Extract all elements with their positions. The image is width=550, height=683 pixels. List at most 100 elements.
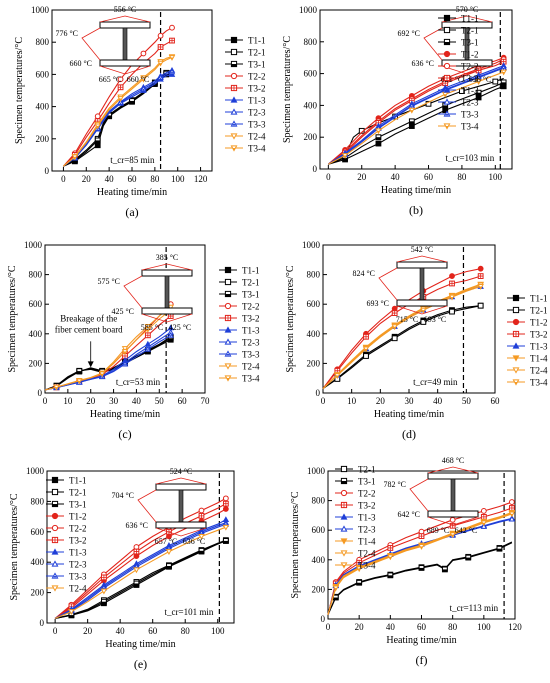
legend-marker bbox=[512, 342, 520, 349]
data-point bbox=[449, 516, 456, 523]
inset-label: 385 °C bbox=[156, 253, 179, 262]
inset-label: 657 °C bbox=[155, 537, 178, 546]
data-point bbox=[169, 24, 175, 31]
y-tick-label: 200 bbox=[312, 584, 326, 594]
x-tick-label: 50 bbox=[462, 396, 472, 406]
data-point-half bbox=[159, 63, 162, 66]
data-point-half bbox=[476, 92, 482, 96]
legend-label: T3-3 bbox=[461, 110, 479, 120]
data-point-half bbox=[123, 351, 127, 354]
inset-label: 542 °C bbox=[411, 245, 434, 254]
data-point-half bbox=[482, 522, 486, 526]
x-tick-label: 120 bbox=[194, 174, 208, 184]
x-tick-label: 40 bbox=[391, 172, 401, 182]
legend-label: T3-2 bbox=[69, 536, 87, 546]
legend-marker-half bbox=[232, 148, 236, 151]
data-point bbox=[167, 304, 174, 311]
legend-label: T3-1 bbox=[242, 290, 260, 300]
x-tick-label: 80 bbox=[150, 174, 160, 184]
legend-label: T3-2 bbox=[461, 74, 479, 84]
critical-time-label: t_cr=101 min bbox=[165, 607, 214, 617]
panel-label: (b) bbox=[409, 203, 423, 217]
legend-label: T1-3 bbox=[69, 548, 87, 558]
web bbox=[178, 489, 184, 523]
data-point-half bbox=[465, 557, 471, 560]
data-point-cross bbox=[387, 545, 393, 551]
legend-marker bbox=[51, 524, 59, 532]
data-point bbox=[420, 319, 427, 325]
series-t2-4 bbox=[322, 282, 484, 389]
legend-marker bbox=[230, 133, 238, 140]
legend-label: T1-3 bbox=[248, 96, 266, 106]
data-point bbox=[198, 507, 205, 514]
series-t3-4 bbox=[44, 307, 174, 391]
top-flange bbox=[99, 21, 151, 29]
y-tick-label: 800 bbox=[29, 270, 43, 280]
data-point bbox=[222, 506, 229, 512]
y-tick-label: 400 bbox=[312, 555, 326, 565]
temperature-profile bbox=[378, 255, 448, 315]
data-point-cross bbox=[118, 84, 123, 90]
data-point bbox=[167, 331, 174, 338]
panel-label: (c) bbox=[118, 427, 131, 441]
series-line bbox=[327, 511, 513, 615]
inset-label: 575 °C bbox=[97, 277, 120, 286]
data-point-half bbox=[129, 100, 135, 104]
legend: T1-1 T2-1 T1-2 T3-2 T1-3 T1-4 T2-4 T3-4 bbox=[507, 294, 548, 388]
data-point-half bbox=[342, 157, 348, 161]
top-flange bbox=[141, 269, 193, 277]
temperature-profile bbox=[423, 15, 493, 75]
inset-label: 689 °C bbox=[427, 526, 450, 535]
data-point-half bbox=[356, 582, 362, 586]
data-point-half bbox=[100, 373, 104, 377]
y-axis-label: Specimen temperatures/°C bbox=[9, 493, 20, 600]
y-tick-label: 1000 bbox=[299, 5, 318, 15]
data-point-cross bbox=[145, 332, 151, 338]
data-point-half bbox=[55, 387, 58, 390]
x-tick-label: 80 bbox=[457, 172, 467, 182]
data-point-half bbox=[169, 335, 172, 338]
legend-label: T2-3 bbox=[248, 108, 266, 118]
legend-label: T1-4 bbox=[358, 537, 376, 547]
data-point-cross bbox=[134, 549, 139, 554]
series-t3-4 bbox=[327, 511, 516, 615]
data-point bbox=[140, 85, 147, 92]
series-t2-2 bbox=[62, 24, 175, 167]
annotation-arrowhead bbox=[87, 361, 94, 368]
legend-marker bbox=[51, 585, 59, 592]
series-line bbox=[327, 517, 513, 615]
data-point-half bbox=[96, 125, 99, 129]
inset-label: 642 °C bbox=[397, 510, 420, 519]
data-point-half bbox=[444, 94, 447, 97]
legend-marker-half bbox=[232, 124, 236, 127]
x-tick-label: 100 bbox=[171, 174, 185, 184]
critical-time-label: t_cr=49 min bbox=[413, 377, 458, 387]
legend-label: T3-3 bbox=[242, 350, 260, 360]
data-point bbox=[94, 142, 101, 149]
data-point bbox=[477, 302, 484, 309]
chart-panel: 0 20 40 60 80 100 120 0 200 400 600 800 1000 Heating … bbox=[14, 5, 266, 219]
y-tick-label: 0 bbox=[321, 614, 326, 624]
plot-frame bbox=[46, 470, 235, 624]
legend-label: T3-3 bbox=[248, 120, 266, 130]
data-point-half bbox=[376, 137, 381, 140]
top-flange bbox=[155, 483, 207, 491]
data-point-half bbox=[168, 338, 174, 341]
legend-label: T3-4 bbox=[530, 378, 548, 388]
y-tick-label: 800 bbox=[307, 270, 321, 280]
series-line bbox=[54, 522, 227, 619]
section-inset: 468 °C 782 °C 642 °C 689 °C 642 °C bbox=[383, 456, 479, 535]
data-point bbox=[100, 588, 108, 595]
x-tick-label: 60 bbox=[178, 396, 188, 406]
data-point bbox=[449, 273, 455, 279]
data-point-half bbox=[68, 615, 74, 618]
data-point bbox=[222, 524, 230, 531]
inset-label: 693 °C bbox=[424, 315, 447, 324]
legend-label: T2-2 bbox=[69, 524, 87, 534]
data-point bbox=[117, 99, 124, 105]
plot-frame bbox=[44, 244, 206, 394]
data-point-half bbox=[159, 77, 162, 80]
data-point-half bbox=[422, 310, 425, 313]
